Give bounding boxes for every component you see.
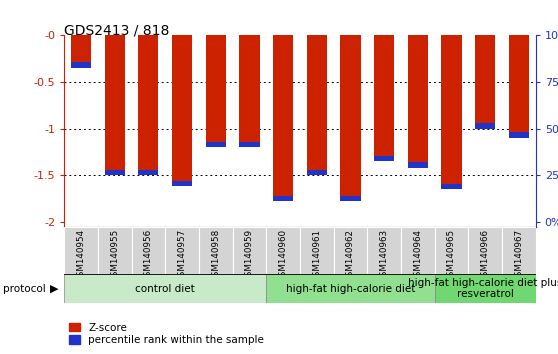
Text: GSM140963: GSM140963 [379, 229, 388, 282]
Bar [502, 227, 536, 274]
Bar [233, 227, 266, 274]
Bar [509, 35, 529, 138]
Bar [205, 142, 226, 147]
Text: ▶: ▶ [50, 284, 59, 293]
Text: GSM140959: GSM140959 [245, 229, 254, 282]
Bar [475, 35, 496, 129]
Text: high-fat high-calorie diet plus
resveratrol: high-fat high-calorie diet plus resverat… [408, 278, 558, 299]
Text: protocol: protocol [3, 284, 46, 293]
Bar [104, 35, 125, 175]
Bar [509, 132, 529, 138]
Legend: Z-score, percentile rank within the sample: Z-score, percentile rank within the samp… [69, 322, 264, 345]
Bar [239, 142, 259, 147]
Bar [205, 35, 226, 147]
Text: high-fat high-calorie diet: high-fat high-calorie diet [286, 284, 415, 293]
Bar [199, 227, 233, 274]
Bar [401, 227, 435, 274]
Bar [71, 62, 91, 68]
Bar [165, 227, 199, 274]
Text: GSM140965: GSM140965 [447, 229, 456, 282]
Text: GSM140966: GSM140966 [480, 229, 490, 282]
Bar [266, 227, 300, 274]
Text: GSM140955: GSM140955 [110, 229, 119, 282]
Bar [172, 181, 192, 187]
Bar [273, 35, 293, 201]
Bar [266, 274, 435, 303]
Bar [468, 227, 502, 274]
Bar [340, 35, 360, 201]
Bar [64, 227, 98, 274]
Text: GSM140964: GSM140964 [413, 229, 422, 282]
Bar [435, 274, 536, 303]
Bar [132, 227, 165, 274]
Bar [374, 35, 394, 161]
Bar [441, 35, 461, 189]
Bar [367, 227, 401, 274]
Bar [71, 35, 91, 68]
Bar [441, 184, 461, 189]
Bar [408, 162, 428, 168]
Bar [307, 170, 327, 175]
Bar [239, 35, 259, 147]
Text: control diet: control diet [136, 284, 195, 293]
Bar [334, 227, 367, 274]
Bar [138, 170, 158, 175]
Bar [64, 274, 266, 303]
Bar [138, 35, 158, 175]
Text: GSM140967: GSM140967 [514, 229, 523, 282]
Text: GSM140958: GSM140958 [211, 229, 220, 282]
Bar [374, 156, 394, 161]
Bar [98, 227, 132, 274]
Bar [273, 196, 293, 201]
Bar [300, 227, 334, 274]
Bar [172, 35, 192, 187]
Text: GSM140960: GSM140960 [278, 229, 287, 282]
Bar [435, 227, 468, 274]
Bar [104, 170, 125, 175]
Bar [408, 35, 428, 168]
Bar [475, 123, 496, 129]
Text: GSM140962: GSM140962 [346, 229, 355, 282]
Text: GSM140957: GSM140957 [177, 229, 186, 282]
Bar [340, 196, 360, 201]
Text: GSM140961: GSM140961 [312, 229, 321, 282]
Bar [307, 35, 327, 175]
Text: GDS2413 / 818: GDS2413 / 818 [64, 23, 170, 37]
Text: GSM140954: GSM140954 [76, 229, 85, 282]
Text: GSM140956: GSM140956 [144, 229, 153, 282]
